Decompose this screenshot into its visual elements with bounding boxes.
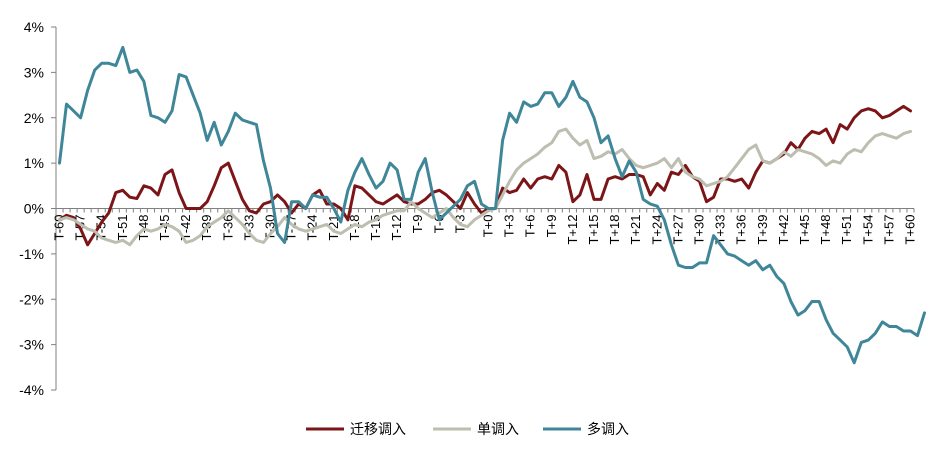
legend-label-2: 单调入: [477, 422, 519, 438]
y-tick-label: -1%: [19, 246, 44, 262]
series-line-2: [58, 127, 912, 247]
x-tick-label: T+24: [649, 215, 664, 245]
x-tick-label: T+30: [692, 215, 707, 245]
x-tick-label: T+3: [502, 215, 517, 238]
y-tick-label: 2%: [24, 110, 44, 126]
x-tick-label: T-42: [178, 215, 193, 241]
x-tick-label: T+18: [607, 215, 622, 245]
x-tick-label: T+15: [586, 215, 601, 245]
series-lines: [58, 45, 926, 365]
x-tick-label: T+33: [713, 215, 728, 245]
x-tick-label: T+45: [797, 215, 812, 245]
legend-label-3: 多调入: [587, 421, 629, 438]
legend-label-1: 迁移调入: [350, 422, 406, 438]
x-tick-label: T+51: [839, 215, 854, 245]
y-tick-label: -2%: [19, 291, 44, 307]
x-tick-label: T+48: [818, 215, 833, 245]
x-tick-label: T+9: [544, 215, 559, 238]
x-tick-label: T+6: [523, 215, 538, 238]
x-tick-label: T-60: [52, 215, 67, 241]
x-tick-label: T-33: [241, 215, 256, 241]
y-tick-label: 4%: [24, 19, 44, 35]
x-tick-label: T+54: [860, 215, 875, 245]
series-line-3: [58, 45, 926, 365]
x-tick-label: T-21: [326, 215, 341, 241]
y-tick-label: 0%: [24, 201, 44, 217]
x-tick-label: T-12: [389, 215, 404, 241]
x-tick-label: T-9: [410, 215, 425, 234]
y-tick-label: 3%: [24, 64, 44, 80]
x-tick-label: T-18: [347, 215, 362, 241]
x-tick-label: T-30: [263, 215, 278, 241]
x-tick-label: T-36: [220, 215, 235, 241]
x-tick-label: T+27: [670, 215, 685, 245]
y-tick-label: -3%: [19, 337, 44, 353]
x-tick-label: T-6: [431, 215, 446, 234]
x-tick-label: T+57: [881, 215, 896, 245]
x-tick-label: T+60: [902, 215, 917, 245]
x-tick-label: T-45: [157, 215, 172, 241]
x-tick-label: T+39: [755, 215, 770, 245]
y-axis: -4% -3% -2% -1% 0% 1% 2% 3% 4%: [19, 19, 57, 398]
x-tick-label: T+12: [565, 215, 580, 245]
x-tick-label: T+42: [776, 215, 791, 245]
x-tick-label: T+21: [628, 215, 643, 245]
x-tick-label: T-51: [115, 215, 130, 241]
x-tick-label: T+36: [734, 215, 749, 245]
y-tick-label: 1%: [24, 155, 44, 171]
y-tick-label: -4%: [19, 382, 44, 398]
x-tick-label: T+0: [481, 214, 496, 237]
legend: 迁移调入 单调入 多调入: [306, 421, 629, 438]
